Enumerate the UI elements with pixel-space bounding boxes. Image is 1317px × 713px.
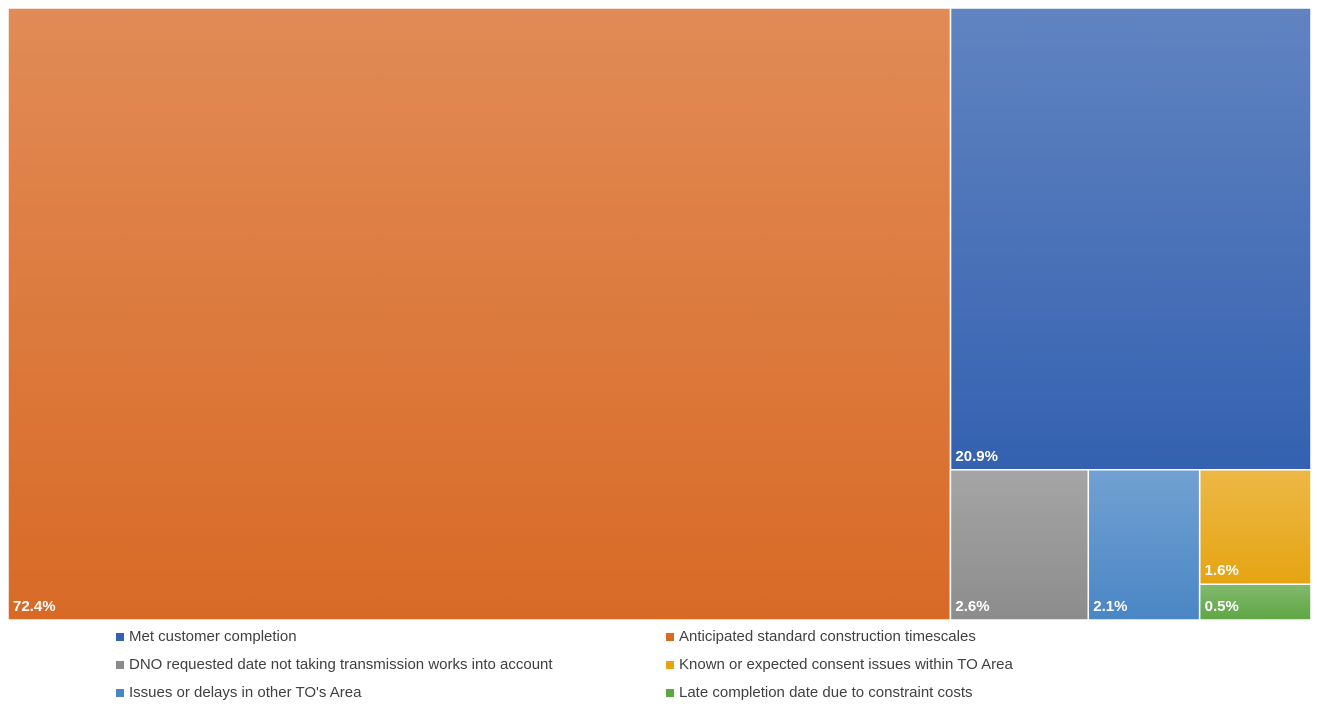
data-label: 1.6%: [1205, 562, 1239, 579]
legend-item-issues-other-to-area: Issues or delays in other TO's Area: [116, 684, 361, 701]
data-label: 20.9%: [955, 448, 998, 465]
legend-label: Known or expected consent issues within …: [679, 656, 1013, 673]
treemap-tile: [1087, 469, 1201, 621]
legend-swatch-icon: [116, 660, 124, 669]
treemap-tile: [1198, 469, 1312, 585]
legend-label: Met customer completion: [129, 628, 297, 645]
legend-swatch-icon: [666, 660, 674, 669]
legend-label: DNO requested date not taking transmissi…: [129, 656, 553, 673]
treemap-tile: [7, 7, 952, 621]
data-label: 0.5%: [1205, 598, 1239, 615]
legend-item-known-consent-issues: Known or expected consent issues within …: [666, 656, 1013, 673]
data-label: 72.4%: [13, 598, 56, 615]
legend-item-anticipated-standard-construction: Anticipated standard construction timesc…: [666, 628, 976, 645]
treemap-plot: 20.9% 72.4% 2.6% 1.6% 2.1% 0.5%: [7, 7, 1312, 621]
treemap-tile: [949, 7, 1312, 471]
legend-swatch-icon: [666, 632, 674, 641]
legend-item-met-customer-completion: Met customer completion: [116, 628, 297, 645]
data-label: 2.6%: [955, 598, 989, 615]
treemap-tile: [949, 469, 1090, 621]
legend-swatch-icon: [666, 688, 674, 697]
legend-label: Issues or delays in other TO's Area: [129, 684, 362, 701]
legend-label: Anticipated standard construction timesc…: [679, 628, 976, 645]
legend-swatch-icon: [116, 688, 124, 697]
data-label: 2.1%: [1093, 598, 1127, 615]
legend: Met customer completion Anticipated stan…: [0, 622, 1317, 712]
legend-swatch-icon: [116, 632, 124, 641]
treemap-tile: [1198, 583, 1312, 621]
legend-label: Late completion date due to constraint c…: [679, 684, 973, 701]
legend-item-dno-requested-date: DNO requested date not taking transmissi…: [116, 656, 553, 673]
legend-item-late-completion-constraint-costs: Late completion date due to constraint c…: [666, 684, 973, 701]
